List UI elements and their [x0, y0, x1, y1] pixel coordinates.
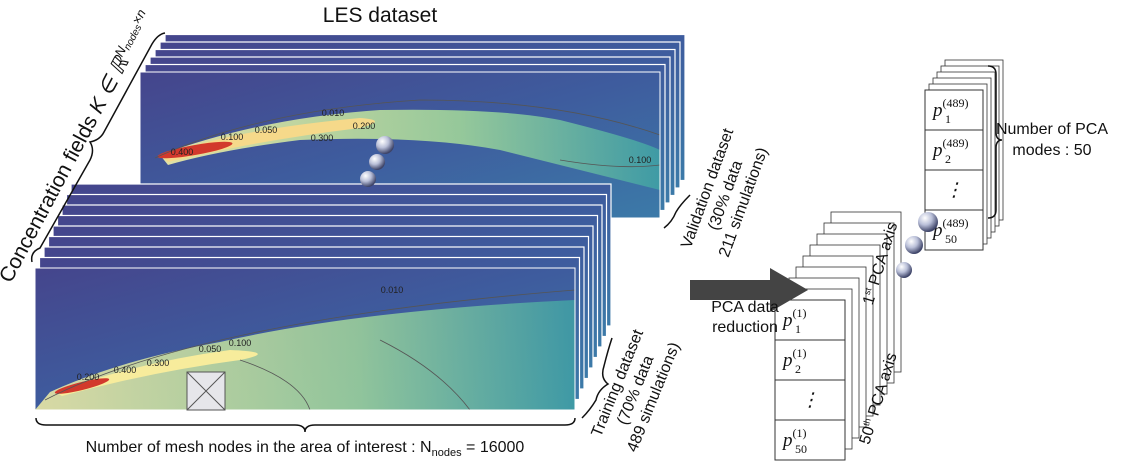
- plume: [35, 300, 575, 410]
- sphere: [896, 262, 912, 278]
- contour-label: 0.200: [353, 121, 376, 131]
- sphere: [360, 171, 376, 187]
- contour-label: 0.100: [629, 155, 652, 165]
- sphere: [905, 236, 923, 254]
- sphere: [376, 136, 394, 154]
- axis-sup: th: [861, 417, 873, 427]
- brace: [581, 337, 613, 419]
- contour-label: 0.050: [255, 125, 278, 135]
- cell-sup: (1): [793, 426, 807, 440]
- cell-sub: 2: [945, 152, 951, 166]
- cell-base: p: [931, 140, 943, 161]
- cell-sub: 2: [795, 362, 801, 376]
- building-cross: [186, 371, 226, 411]
- brace: [663, 194, 691, 229]
- sphere: [369, 154, 385, 170]
- arrow: [690, 268, 808, 312]
- contour: [154, 99, 660, 159]
- contour: [44, 289, 575, 401]
- cell-label: p(1) 1: [781, 306, 807, 336]
- plume-core: [55, 350, 258, 396]
- cell-label: ⋮: [945, 180, 964, 201]
- cell-sup: (489): [943, 216, 969, 230]
- frame: [34, 267, 576, 411]
- contour-label: 0.010: [322, 108, 345, 118]
- cell-sub: 50: [945, 232, 957, 246]
- cell-base: p: [781, 430, 793, 451]
- contour-label: 0.200: [77, 372, 100, 382]
- vector-cell: [924, 129, 984, 171]
- vector-cell: [774, 299, 846, 341]
- cell-label: p(1) 50: [781, 426, 807, 456]
- contour: [559, 159, 660, 168]
- brace: [30, 32, 166, 263]
- mesh-label: Number of mesh nodes in the area of inte…: [86, 439, 525, 459]
- cell-label: p(1) 2: [781, 346, 807, 376]
- modes-label: Number of PCA: [996, 121, 1108, 138]
- cell-label: ⋮: [801, 390, 820, 411]
- modes-label: modes : 50: [1012, 142, 1091, 159]
- cell-base: p: [931, 100, 943, 121]
- dataset-stacks: 0.400 0.100 0.050 0.010 0.200 0.300 0.100 0.010…: [34, 33, 1004, 461]
- cell-base: ⋮: [801, 390, 820, 411]
- contour-label: 0.400: [114, 365, 137, 375]
- contour-label: 0.100: [229, 338, 252, 348]
- contour-label: 0.100: [221, 132, 244, 142]
- brace: [35, 417, 576, 433]
- contour-label: 0.300: [311, 133, 334, 143]
- cell-sup: (1): [793, 346, 807, 360]
- sphere: [918, 212, 938, 232]
- title: LES dataset: [323, 4, 438, 27]
- vector-cell: [774, 419, 846, 461]
- training-field: [35, 268, 575, 410]
- axis-num: 50: [857, 424, 878, 446]
- cell-sub: 1: [795, 322, 801, 336]
- vector-cell: [924, 169, 984, 211]
- plume-hot: [54, 378, 110, 394]
- contour: [239, 339, 471, 410]
- cell-sup: (1): [793, 306, 807, 320]
- cell-sub: 1: [945, 112, 951, 126]
- plume-core: [162, 118, 375, 162]
- contour-label: 0.400: [171, 147, 194, 157]
- cell-base: p: [781, 310, 793, 331]
- axis-sup: st: [862, 286, 874, 296]
- cell-label: p(489) 1: [931, 96, 969, 126]
- plume-hot: [157, 141, 233, 159]
- contour-label: 0.050: [199, 344, 222, 354]
- contour-label: 0.300: [147, 358, 170, 368]
- cell-label: p(489) 50: [931, 216, 969, 246]
- cell-label: p(489) 2: [931, 136, 969, 166]
- arrow-label: PCA data: [711, 299, 779, 316]
- contour-label: 0.010: [381, 285, 404, 295]
- brace: [987, 65, 1003, 219]
- cell-base: p: [931, 220, 943, 241]
- cell-sup: (489): [943, 136, 969, 150]
- cell-base: ⋮: [945, 180, 964, 201]
- cell-base: p: [781, 350, 793, 371]
- cell-sub: 50: [795, 442, 807, 456]
- cell-sup: (489): [943, 96, 969, 110]
- arrow-label: reduction: [712, 319, 778, 336]
